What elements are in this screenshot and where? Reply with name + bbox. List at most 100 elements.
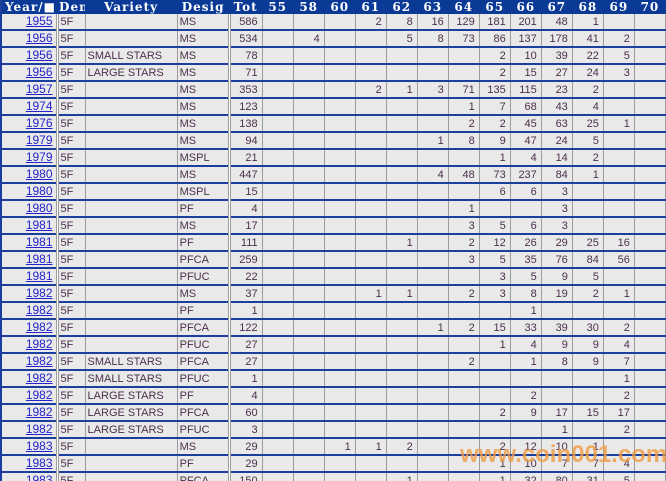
- year-link[interactable]: 1982: [25, 405, 53, 419]
- grade-61-cell: [355, 200, 387, 218]
- year-link[interactable]: 1981: [25, 269, 53, 283]
- grade-67-cell: 27: [541, 64, 573, 82]
- year-link[interactable]: 1955: [25, 14, 53, 28]
- grade-61-cell: [355, 30, 387, 48]
- grade-66-cell: 10: [510, 47, 542, 65]
- variety-cell: [85, 302, 178, 320]
- year-link[interactable]: 1976: [25, 116, 53, 130]
- year-link[interactable]: 1983: [25, 473, 53, 481]
- year-link[interactable]: 1981: [25, 218, 53, 232]
- column-header-67: 67: [541, 0, 573, 14]
- grade-68-cell: 41: [572, 30, 604, 48]
- grade-64-cell: 3: [448, 217, 480, 235]
- variety-cell: [85, 132, 178, 150]
- year-link[interactable]: 1982: [25, 422, 53, 436]
- year-cell: 1979: [2, 132, 59, 150]
- variety-cell: LARGE STARS: [85, 404, 178, 422]
- year-link[interactable]: 1982: [25, 354, 53, 368]
- grade-55-cell: [262, 319, 294, 337]
- grade-63-cell: 4: [417, 166, 449, 184]
- grade-58-cell: [293, 47, 325, 65]
- variety-cell: [85, 472, 178, 481]
- year-link[interactable]: 1956: [25, 65, 53, 79]
- grade-65-cell: 1: [479, 149, 511, 167]
- tot-cell: 150: [227, 472, 263, 481]
- table-row: 1981 5F MS 17 3 5 6 3: [2, 217, 666, 235]
- grade-62-cell: 2: [386, 438, 418, 456]
- variety-cell: [85, 115, 178, 133]
- year-link[interactable]: 1981: [25, 235, 53, 249]
- year-link[interactable]: 1982: [25, 337, 53, 351]
- grade-70-cell: [634, 115, 666, 133]
- variety-cell: [85, 183, 178, 201]
- den-cell: 5F: [57, 404, 86, 422]
- grade-66-cell: [510, 200, 542, 218]
- grade-65-cell: 181: [479, 14, 511, 31]
- desig-cell: MS: [177, 47, 230, 65]
- year-link[interactable]: 1983: [25, 456, 53, 470]
- grade-60-cell: [324, 183, 356, 201]
- grade-55-cell: [262, 149, 294, 167]
- desig-cell: PFCA: [177, 319, 230, 337]
- desig-cell: PF: [177, 455, 230, 473]
- table-row: 1980 5F MS 447 4 48 73 237 84 1: [2, 166, 666, 184]
- table-row: 1982 5F LARGE STARS PF 4 2 2: [2, 387, 666, 405]
- year-link[interactable]: 1980: [25, 167, 53, 181]
- desig-cell: PFCA: [177, 251, 230, 269]
- grade-65-cell: 2: [479, 47, 511, 65]
- grade-65-cell: 3: [479, 285, 511, 303]
- grade-70-cell: [634, 319, 666, 337]
- year-link[interactable]: 1957: [25, 82, 53, 96]
- grade-63-cell: 1: [417, 132, 449, 150]
- year-link[interactable]: 1974: [25, 99, 53, 113]
- grade-62-cell: [386, 183, 418, 201]
- grade-64-cell: [448, 455, 480, 473]
- grade-64-cell: [448, 404, 480, 422]
- year-link[interactable]: 1981: [25, 252, 53, 266]
- grade-64-cell: 2: [448, 319, 480, 337]
- grade-65-cell: [479, 370, 511, 388]
- grade-60-cell: [324, 370, 356, 388]
- table-row: 1982 5F MS 37 1 1 2 3 8 19 2 1: [2, 285, 666, 303]
- desig-cell: PFCA: [177, 353, 230, 371]
- year-link[interactable]: 1982: [25, 303, 53, 317]
- year-link[interactable]: 1980: [25, 201, 53, 215]
- grade-65-cell: 135: [479, 81, 511, 99]
- year-link[interactable]: 1982: [25, 320, 53, 334]
- variety-cell: [85, 285, 178, 303]
- year-link[interactable]: 1982: [25, 388, 53, 402]
- year-link[interactable]: 1983: [25, 439, 53, 453]
- year-link[interactable]: 1980: [25, 184, 53, 198]
- grade-58-cell: [293, 183, 325, 201]
- grade-65-cell: 12: [479, 234, 511, 252]
- column-header-year-: Year/■: [2, 0, 58, 14]
- year-link[interactable]: 1982: [25, 286, 53, 300]
- grade-64-cell: 2: [448, 285, 480, 303]
- grade-61-cell: [355, 132, 387, 150]
- column-header-63: 63: [417, 0, 449, 14]
- desig-cell: PFCA: [177, 472, 230, 481]
- grade-63-cell: [417, 421, 449, 439]
- grade-68-cell: 1: [572, 438, 604, 456]
- grade-67-cell: [541, 302, 573, 320]
- year-link[interactable]: 1956: [25, 31, 53, 45]
- column-header-58: 58: [293, 0, 325, 14]
- grade-58-cell: [293, 149, 325, 167]
- year-link[interactable]: 1979: [25, 133, 53, 147]
- grade-66-cell: 26: [510, 234, 542, 252]
- grade-55-cell: [262, 30, 294, 48]
- grade-60-cell: 1: [324, 438, 356, 456]
- grade-69-cell: [603, 302, 635, 320]
- variety-cell: [85, 200, 178, 218]
- grade-62-cell: [386, 166, 418, 184]
- grade-55-cell: [262, 81, 294, 99]
- desig-cell: MS: [177, 115, 230, 133]
- grade-70-cell: [634, 166, 666, 184]
- year-link[interactable]: 1956: [25, 48, 53, 62]
- grade-67-cell: 39: [541, 47, 573, 65]
- grade-70-cell: [634, 217, 666, 235]
- year-link[interactable]: 1979: [25, 150, 53, 164]
- year-link[interactable]: 1982: [25, 371, 53, 385]
- grade-66-cell: 115: [510, 81, 542, 99]
- grade-62-cell: 8: [386, 14, 418, 31]
